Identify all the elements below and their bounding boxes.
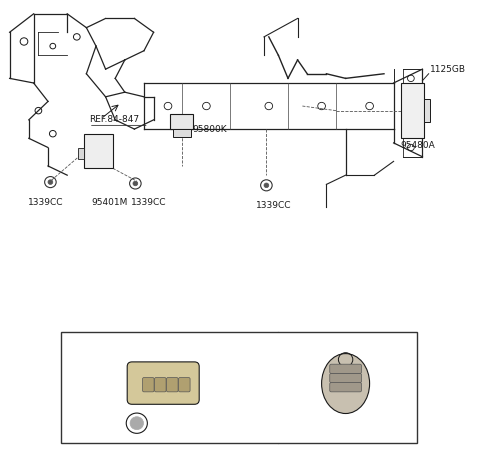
Bar [78,148,84,159]
FancyBboxPatch shape [179,378,190,392]
FancyBboxPatch shape [167,378,178,392]
Text: 95440K: 95440K [70,402,104,411]
Text: 95800K: 95800K [192,124,227,134]
FancyBboxPatch shape [330,383,361,392]
Circle shape [48,180,53,184]
Bar [173,129,191,137]
Bar [61,332,417,443]
Text: 1125GB: 1125GB [430,65,466,74]
FancyBboxPatch shape [127,362,199,404]
Bar [170,114,193,129]
Bar [84,134,113,168]
Bar [424,99,430,122]
Text: 95480A: 95480A [400,141,435,150]
FancyBboxPatch shape [143,378,154,392]
Text: 95820A: 95820A [333,356,368,365]
Circle shape [264,183,269,188]
FancyBboxPatch shape [155,378,166,392]
Text: 95401M: 95401M [91,198,128,207]
Text: 1339CC: 1339CC [256,201,291,210]
Circle shape [130,417,144,430]
Circle shape [133,181,138,186]
Text: REF.84-847: REF.84-847 [89,115,139,124]
Text: 1339CC: 1339CC [131,198,167,207]
FancyBboxPatch shape [330,373,361,383]
Bar [401,83,424,138]
Text: 95413A: 95413A [107,423,141,432]
FancyBboxPatch shape [330,364,361,373]
Text: 1339CC: 1339CC [28,198,63,207]
Ellipse shape [322,354,370,414]
